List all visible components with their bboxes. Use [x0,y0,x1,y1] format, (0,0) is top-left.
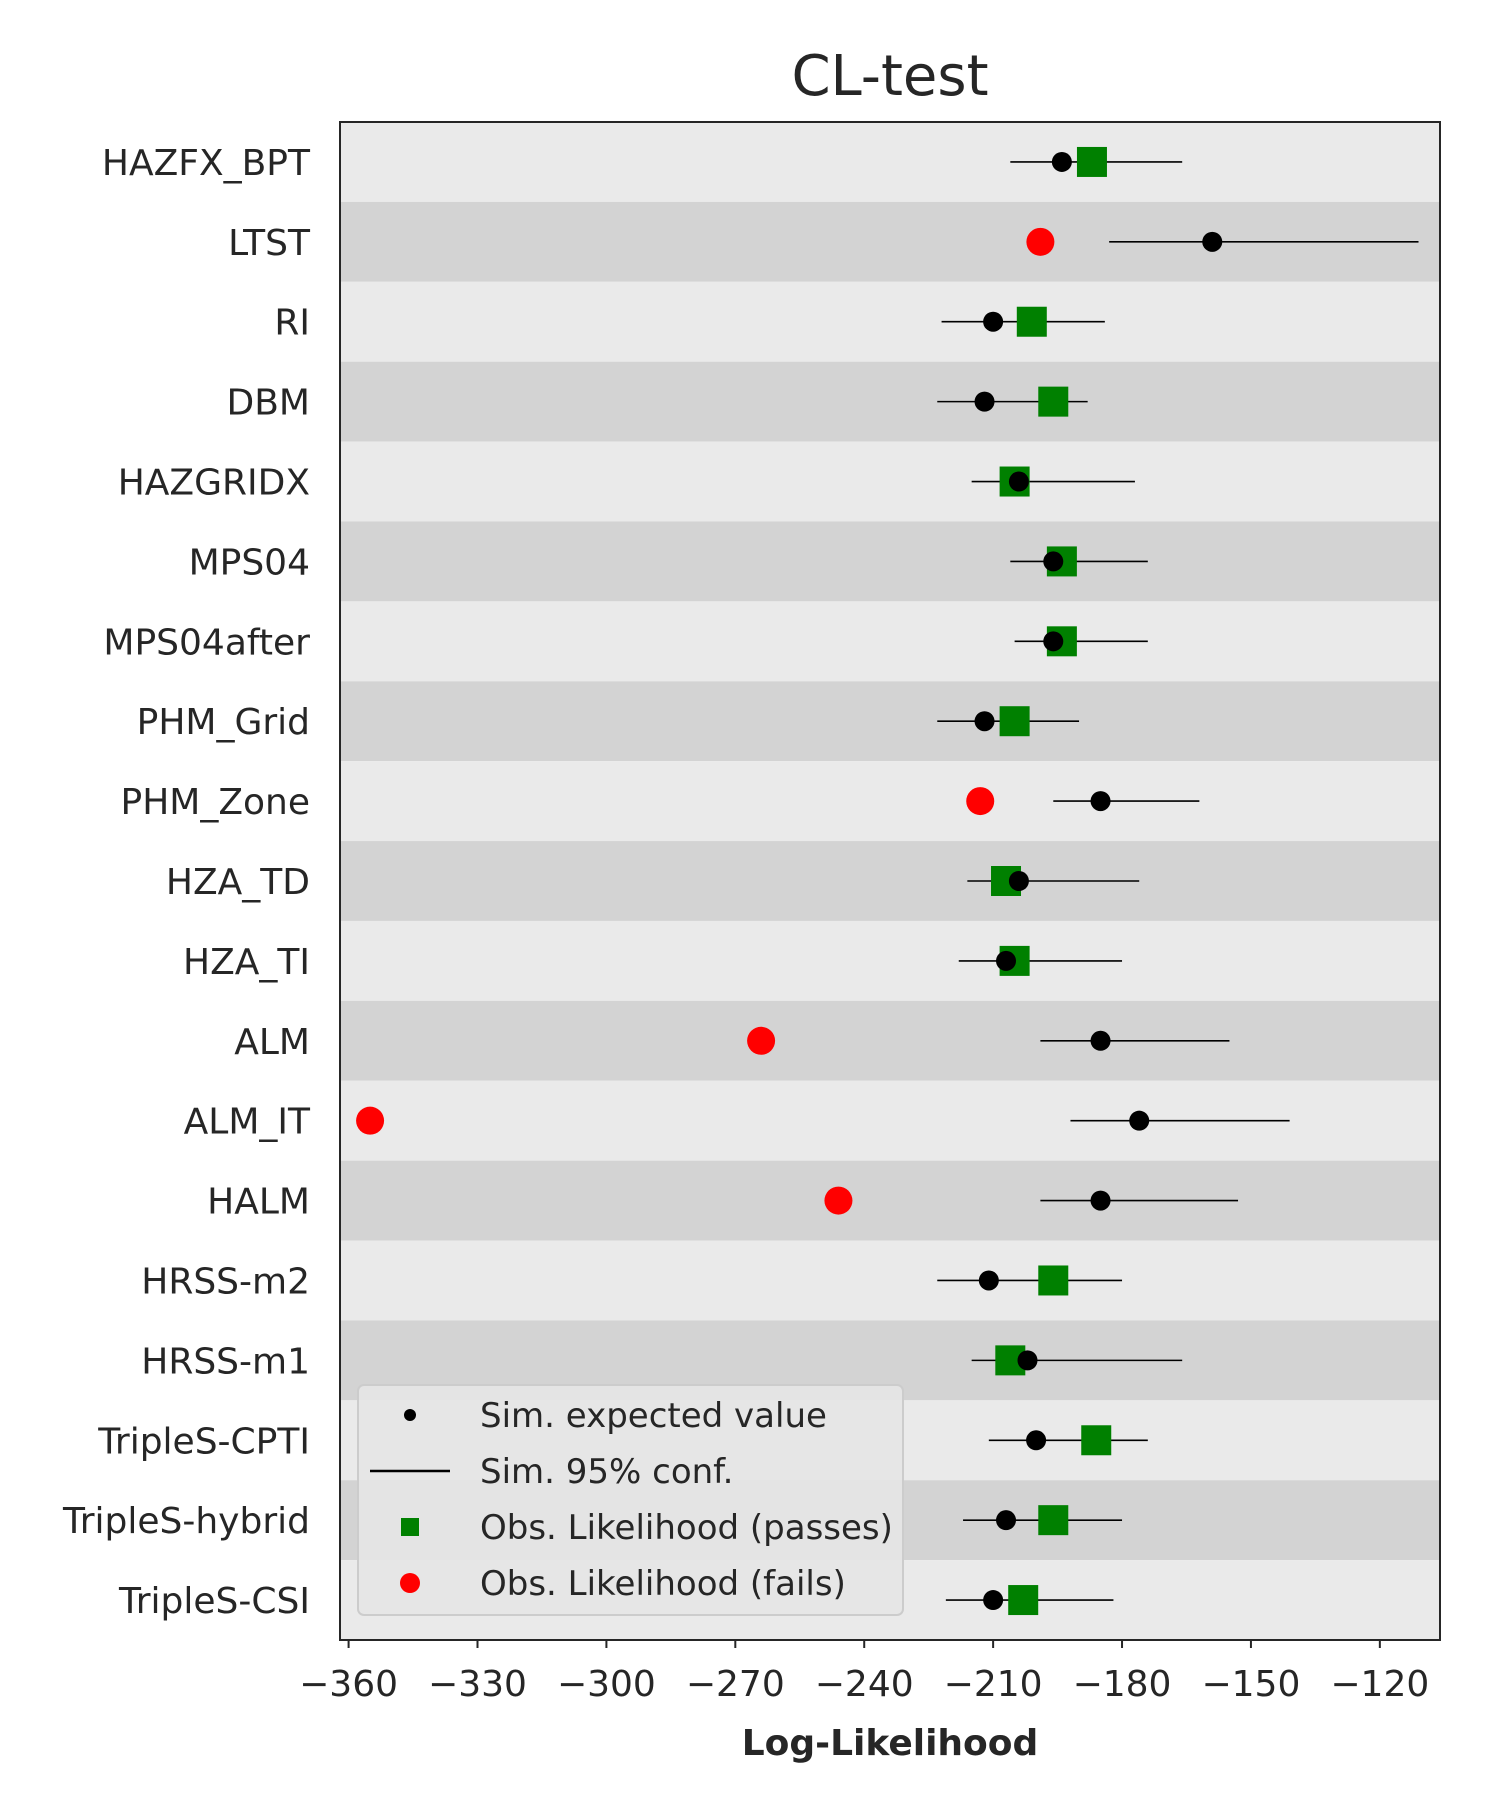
legend-sim-expected-icon [404,1409,416,1421]
model-label: HALM [207,1182,310,1223]
row-band [340,521,1440,602]
obs-pass-marker [1038,1505,1069,1536]
x-tick-label: −180 [1073,1664,1172,1705]
row-band [340,1240,1440,1321]
sim-expected-marker [1017,1350,1038,1371]
sim-expected-marker [1090,791,1111,812]
obs-fail-marker [747,1026,776,1055]
obs-pass-marker [1008,1585,1039,1616]
row-band [340,361,1440,442]
x-tick-label: −150 [1201,1664,1300,1705]
x-tick-label: −300 [557,1664,656,1705]
model-label: HRSS-m1 [141,1341,310,1382]
x-tick-label: −120 [1330,1664,1429,1705]
legend-label: Obs. Likelihood (passes) [480,1508,893,1548]
legend-label: Obs. Likelihood (fails) [480,1564,846,1604]
sim-expected-marker [1202,231,1223,252]
obs-pass-marker [1038,386,1069,417]
obs-pass-marker [1038,1265,1069,1296]
x-tick-label: −210 [944,1664,1043,1705]
sim-expected-marker [978,1270,999,1291]
x-tick-label: −330 [428,1664,527,1705]
model-label: TripleS-CSI [118,1581,310,1622]
y-axis-labels: HAZFX_BPT LTST RI DBM HAZGRIDX MPS04 MPS04afte… [62,143,311,1622]
model-label: RI [274,303,310,344]
model-label: LTST [228,223,311,264]
row-band [340,1000,1440,1081]
sim-expected-marker [1090,1030,1111,1051]
sim-expected-marker [983,311,1004,332]
model-label: PHM_Zone [121,782,311,823]
model-label: DBM [227,383,310,424]
obs-pass-marker [1081,1425,1112,1456]
x-axis: −360 −330 −300 −270 −240 −210 −180 −150 −120 [299,1640,1429,1705]
row-band [340,681,1440,762]
sim-expected-marker [996,1510,1017,1531]
row-band [340,1160,1440,1241]
row-band [340,841,1440,921]
sim-expected-marker [1129,1110,1150,1131]
sim-expected-marker [974,711,995,732]
x-tick-label: −270 [686,1664,785,1705]
sim-expected-marker [1026,1430,1047,1451]
row-band [340,761,1440,842]
x-axis-label: Log-Likelihood [742,1723,1039,1764]
model-label: PHM_Grid [137,702,310,743]
sim-expected-marker [996,950,1017,971]
chart-title: CL-test [791,44,988,109]
sim-expected-marker [974,391,995,412]
x-tick-label: −360 [299,1664,398,1705]
legend-pass-icon [401,1518,419,1536]
model-label: MPS04 [189,542,310,583]
model-label: HRSS-m2 [141,1261,310,1302]
obs-pass-marker [1016,306,1047,337]
model-label: ALM [234,1022,310,1063]
model-label: HAZGRIDX [118,463,310,504]
model-label: HZA_TI [183,942,310,983]
model-label: MPS04after [103,622,310,663]
model-label: HZA_TD [166,862,310,903]
sim-expected-marker [1051,151,1072,172]
row-band [340,281,1440,362]
obs-fail-marker [966,787,995,816]
obs-pass-marker [1076,146,1107,177]
sim-expected-marker [983,1590,1004,1611]
row-band [340,441,1440,522]
data-marks [356,146,1419,1616]
model-label: TripleS-hybrid [62,1501,310,1542]
row-band [340,122,1440,202]
row-band [340,601,1440,682]
sim-expected-marker [1043,551,1064,572]
obs-fail-marker [1026,227,1055,256]
sim-expected-marker [1008,871,1029,891]
obs-fail-marker [356,1106,385,1135]
legend-label: Sim. expected value [480,1396,827,1436]
obs-fail-marker [824,1186,853,1215]
sim-expected-marker [1008,471,1029,492]
obs-pass-marker [999,706,1030,737]
legend-box [357,1384,904,1616]
model-label: TripleS-CPTI [97,1421,310,1462]
row-band [340,920,1440,1001]
x-tick-label: −240 [815,1664,914,1705]
legend-fail-icon [400,1573,420,1593]
sim-expected-marker [1090,1190,1111,1211]
model-label: HAZFX_BPT [102,143,311,184]
model-label: ALM_IT [184,1102,311,1143]
sim-expected-marker [1043,631,1064,652]
plot-frame [339,121,1441,1641]
legend: Sim. expected value Sim. 95% conf. Obs. Li… [357,1384,904,1616]
legend-label: Sim. 95% conf. [480,1452,734,1492]
